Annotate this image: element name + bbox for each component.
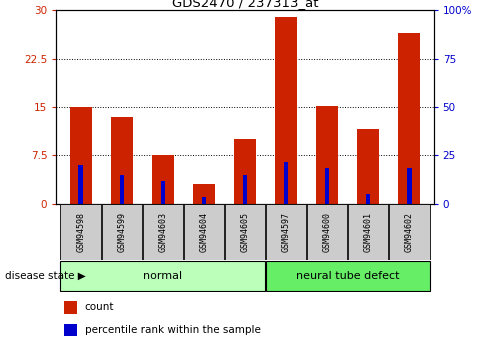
Bar <box>266 204 306 260</box>
Text: neural tube defect: neural tube defect <box>296 271 399 281</box>
Text: GSM94604: GSM94604 <box>199 212 208 252</box>
Text: GSM94599: GSM94599 <box>118 212 126 252</box>
Bar <box>266 261 430 291</box>
Bar <box>184 204 224 260</box>
Bar <box>60 204 101 260</box>
Text: normal: normal <box>144 271 183 281</box>
Bar <box>243 175 247 204</box>
Text: percentile rank within the sample: percentile rank within the sample <box>85 325 261 335</box>
Bar <box>60 261 266 291</box>
Bar <box>161 181 166 204</box>
Bar <box>193 184 215 204</box>
Bar <box>224 204 266 260</box>
Bar <box>389 204 430 260</box>
Text: GSM94603: GSM94603 <box>158 212 168 252</box>
Bar <box>234 139 256 204</box>
Text: disease state ▶: disease state ▶ <box>5 271 86 281</box>
Bar <box>366 194 370 204</box>
Bar <box>398 33 420 204</box>
Title: GDS2470 / 237313_at: GDS2470 / 237313_at <box>172 0 318 9</box>
Bar <box>64 324 77 336</box>
Text: count: count <box>85 303 114 313</box>
Bar <box>111 117 133 204</box>
Bar <box>407 168 412 204</box>
Text: GSM94597: GSM94597 <box>282 212 291 252</box>
Text: GSM94605: GSM94605 <box>241 212 249 252</box>
Bar <box>64 301 77 314</box>
Bar <box>357 129 379 204</box>
Bar <box>143 204 183 260</box>
Bar <box>70 107 92 204</box>
Bar <box>284 162 289 204</box>
Bar <box>347 204 389 260</box>
Bar <box>152 155 174 204</box>
Text: GSM94598: GSM94598 <box>76 212 85 252</box>
Bar <box>120 175 124 204</box>
Bar <box>78 165 83 204</box>
Bar <box>101 204 143 260</box>
Bar <box>275 17 297 204</box>
Text: GSM94602: GSM94602 <box>405 212 414 252</box>
Bar <box>324 168 329 204</box>
Bar <box>201 197 206 204</box>
Text: GSM94600: GSM94600 <box>322 212 332 252</box>
Bar <box>316 106 338 204</box>
Text: GSM94601: GSM94601 <box>364 212 372 252</box>
Bar <box>307 204 347 260</box>
